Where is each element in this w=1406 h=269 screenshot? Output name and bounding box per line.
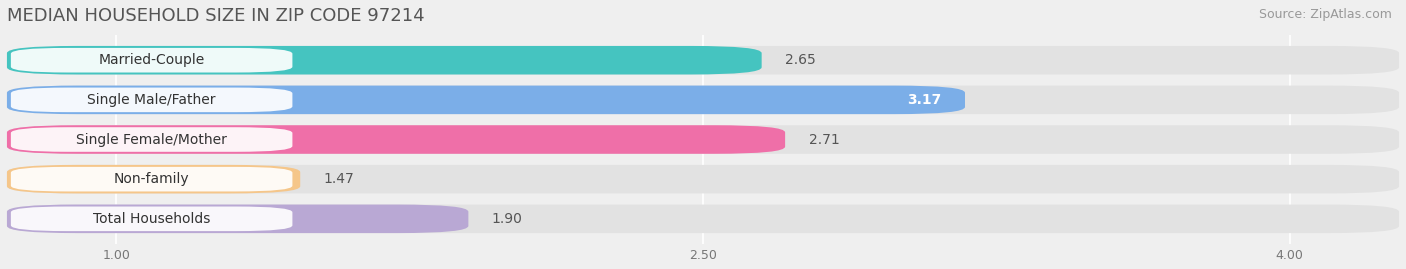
Text: Source: ZipAtlas.com: Source: ZipAtlas.com — [1258, 8, 1392, 21]
FancyBboxPatch shape — [11, 167, 292, 192]
Text: 1.90: 1.90 — [492, 212, 523, 226]
FancyBboxPatch shape — [11, 207, 292, 231]
FancyBboxPatch shape — [7, 165, 301, 193]
Text: 1.47: 1.47 — [323, 172, 354, 186]
FancyBboxPatch shape — [7, 86, 1399, 114]
FancyBboxPatch shape — [7, 204, 1399, 233]
FancyBboxPatch shape — [7, 125, 785, 154]
FancyBboxPatch shape — [11, 127, 292, 152]
Text: Single Female/Mother: Single Female/Mother — [76, 133, 226, 147]
Text: 3.17: 3.17 — [907, 93, 942, 107]
FancyBboxPatch shape — [7, 46, 1399, 75]
Text: Single Male/Father: Single Male/Father — [87, 93, 217, 107]
FancyBboxPatch shape — [7, 46, 762, 75]
FancyBboxPatch shape — [7, 165, 1399, 193]
FancyBboxPatch shape — [11, 88, 292, 112]
Text: 2.71: 2.71 — [808, 133, 839, 147]
FancyBboxPatch shape — [7, 86, 965, 114]
Text: Non-family: Non-family — [114, 172, 190, 186]
Text: MEDIAN HOUSEHOLD SIZE IN ZIP CODE 97214: MEDIAN HOUSEHOLD SIZE IN ZIP CODE 97214 — [7, 7, 425, 25]
FancyBboxPatch shape — [7, 125, 1399, 154]
Text: Married-Couple: Married-Couple — [98, 53, 205, 67]
Text: Total Households: Total Households — [93, 212, 211, 226]
FancyBboxPatch shape — [11, 48, 292, 73]
FancyBboxPatch shape — [7, 204, 468, 233]
Text: 2.65: 2.65 — [785, 53, 815, 67]
